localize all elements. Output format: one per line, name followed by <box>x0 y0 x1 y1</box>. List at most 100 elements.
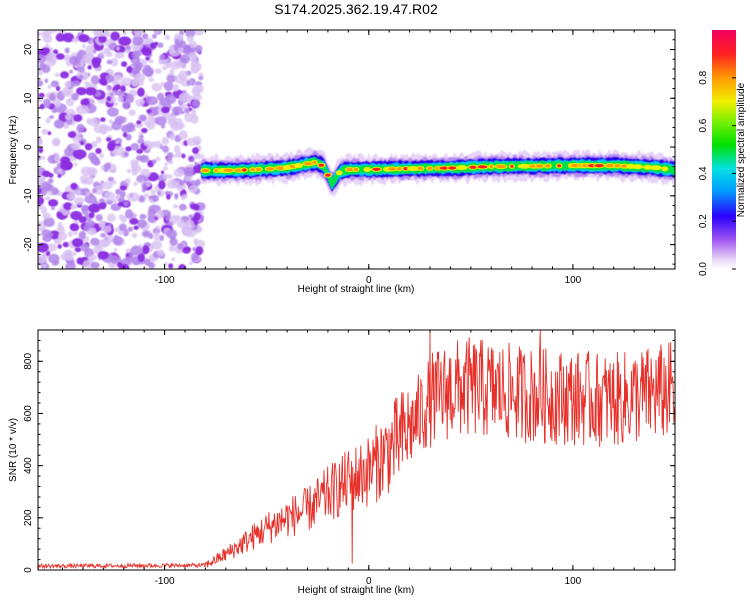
noise-speck <box>114 227 119 233</box>
noise-speck <box>135 50 143 57</box>
noise-speck <box>106 59 113 65</box>
noise-speck <box>163 81 174 92</box>
noise-speck <box>63 54 71 62</box>
noise-speck <box>193 204 200 211</box>
noise-speck <box>186 80 191 86</box>
noise-speck <box>76 87 87 96</box>
noise-speck <box>164 190 169 195</box>
y-tick-label: 0 <box>23 144 34 150</box>
y-tick-label: 400 <box>23 457 34 474</box>
colorbar-tick-label: 0.2 <box>698 214 709 228</box>
noise-speck <box>110 31 120 41</box>
noise-speck <box>117 95 125 103</box>
noise-speck <box>155 156 161 162</box>
noise-speck <box>99 153 104 159</box>
noise-speck <box>47 243 57 252</box>
noise-speck <box>90 237 100 246</box>
noise-speck <box>137 87 145 97</box>
noise-speck <box>85 192 90 197</box>
noise-speck <box>161 65 168 71</box>
noise-speck <box>57 222 63 229</box>
noise-speck <box>191 108 196 112</box>
snr-ticks: -100 0 100 0 200 400 600 800 <box>23 330 676 587</box>
colorbar-tick-label: 0.4 <box>698 166 709 180</box>
noise-speck <box>95 214 103 222</box>
noise-speck <box>154 116 167 126</box>
noise-speck <box>184 107 190 114</box>
noise-speck <box>198 72 204 77</box>
signal-ridge <box>200 147 675 198</box>
noise-speck <box>193 30 204 36</box>
noise-speck <box>139 154 150 163</box>
noise-speck <box>155 225 161 230</box>
noise-speck <box>174 39 180 44</box>
snr-x-label: Height of straight line (km) <box>298 585 415 596</box>
noise-speck <box>84 81 90 87</box>
noise-speck <box>124 93 135 104</box>
noise-speck <box>168 245 176 252</box>
ridge-hot-blob <box>545 164 551 168</box>
noise-speck <box>121 61 128 67</box>
x-tick-label: 0 <box>366 275 372 286</box>
noise-speck <box>189 261 194 266</box>
noise-speck <box>48 199 59 207</box>
noise-speck <box>153 231 161 241</box>
ridge-hot-blob <box>427 166 433 170</box>
noise-speck <box>124 209 134 219</box>
noise-speck <box>66 192 76 200</box>
noise-speck <box>107 107 119 117</box>
noise-speck <box>53 119 65 129</box>
noise-speck <box>118 36 132 46</box>
noise-speck <box>95 148 102 154</box>
noise-speck <box>81 44 86 49</box>
noise-speck <box>181 153 186 159</box>
ridge-hot-blob <box>201 168 210 173</box>
noise-speck <box>41 30 49 38</box>
noise-speck <box>60 160 73 171</box>
noise-speck <box>188 52 197 59</box>
noise-speck <box>112 236 124 246</box>
noise-speck <box>45 184 54 192</box>
spectrogram-y-label: Frequency (Hz) <box>8 116 19 185</box>
noise-speck <box>168 160 174 165</box>
ridge-hot-blob <box>256 167 262 171</box>
noise-speck <box>133 225 139 230</box>
noise-speck <box>56 53 65 60</box>
noise-speck <box>186 137 197 146</box>
ridge-hot-blob <box>662 167 667 171</box>
noise-speck <box>124 152 129 157</box>
noise-speck <box>120 215 127 224</box>
noise-speck <box>126 192 140 202</box>
noise-speck <box>175 151 183 158</box>
noise-speck <box>74 247 82 253</box>
noise-speck <box>95 136 102 144</box>
noise-speck <box>41 264 47 269</box>
noise-speck <box>70 182 78 190</box>
noise-speck <box>151 159 157 165</box>
noise-speck <box>115 188 121 195</box>
y-tick-label: 20 <box>23 44 34 56</box>
noise-speck <box>78 34 90 43</box>
noise-speck <box>86 51 94 59</box>
noise-speck <box>154 68 162 74</box>
noise-speck <box>45 43 50 48</box>
noise-speck <box>63 89 71 97</box>
noise-speck <box>146 109 152 114</box>
ridge-hot-blob <box>223 168 233 172</box>
y-tick-label: 200 <box>23 509 34 526</box>
noise-speck <box>62 241 70 248</box>
ridge-hot-blob <box>372 167 381 171</box>
noise-speck <box>80 243 90 252</box>
noise-speck <box>145 180 152 187</box>
noise-speck <box>51 206 55 211</box>
ridge-hot-blob <box>295 163 302 168</box>
noise-speck <box>192 99 201 108</box>
noise-speck <box>184 112 194 123</box>
noise-speck <box>38 196 45 205</box>
noise-speck <box>39 62 46 71</box>
snr-series-line <box>38 330 675 570</box>
noise-speck <box>194 161 198 167</box>
noise-speck <box>138 134 144 140</box>
noise-speck <box>78 216 87 224</box>
noise-speck <box>164 162 168 167</box>
